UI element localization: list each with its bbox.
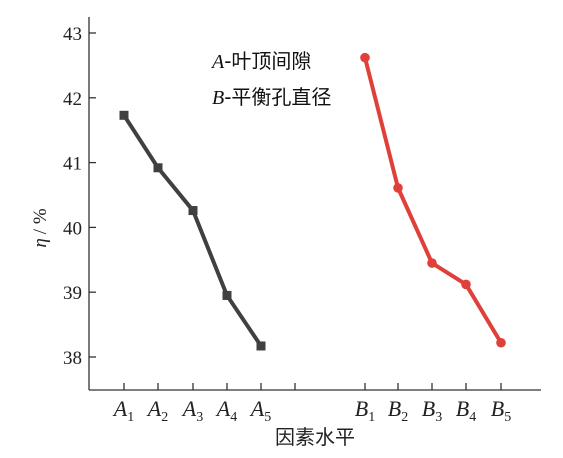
legend-item-b: B-平衡孔直径: [212, 85, 331, 109]
y-axis-symbol: η: [30, 238, 51, 247]
data-point-a: [256, 341, 266, 351]
legend: A-叶顶间隙 B-平衡孔直径: [210, 49, 331, 109]
y-ticks: 38 39 40 41 42 43: [63, 24, 96, 369]
x-tick-letter: B: [491, 396, 504, 421]
x-tick-label: B1: [355, 396, 375, 425]
x-tick-letter: A: [249, 396, 265, 421]
series-line-a: [122, 114, 263, 348]
x-tick-subscript: 2: [401, 410, 408, 425]
legend-label-b: -平衡孔直径: [224, 85, 331, 109]
data-point-b: [427, 258, 437, 268]
x-tick-letter: B: [388, 396, 401, 421]
x-tick-label: A3: [181, 396, 203, 425]
y-tick-label: 42: [63, 89, 82, 110]
x-tick-label: B3: [422, 396, 442, 425]
x-tick-subscript: 3: [435, 410, 442, 425]
x-tick-subscript: 5: [504, 410, 511, 425]
x-tick-subscript: 3: [196, 410, 203, 425]
x-tick-subscript: 1: [127, 410, 134, 425]
data-point-b: [393, 183, 403, 193]
legend-letter-b: B: [212, 87, 224, 109]
y-tick-label: 39: [63, 283, 82, 304]
legend-item-a: A-叶顶间隙: [210, 49, 311, 73]
y-axis-unit: / %: [30, 208, 51, 234]
y-tick-label: 41: [63, 154, 82, 175]
x-tick-label: A5: [249, 396, 271, 425]
x-tick-label: A4: [215, 396, 237, 425]
x-tick-label: B5: [491, 396, 511, 425]
x-tick-letter: B: [456, 396, 469, 421]
legend-label-a: -叶顶间隙: [224, 49, 311, 73]
data-point-b: [496, 337, 506, 348]
plot-area: [119, 52, 506, 351]
x-tick-label: B4: [456, 396, 476, 425]
data-point-b: [360, 52, 370, 63]
x-tick-subscript: 4: [230, 410, 237, 425]
data-point-a: [188, 206, 198, 216]
x-tick-letter: A: [215, 396, 231, 421]
y-tick-label: 38: [63, 348, 82, 369]
x-tick-letter: A: [181, 396, 197, 421]
x-tick-subscript: 4: [469, 410, 476, 425]
data-point-a: [153, 163, 163, 173]
series-line-b: [363, 57, 503, 344]
x-tick-subscript: 1: [368, 410, 375, 425]
y-axis-title: η / %: [30, 208, 51, 247]
x-tick-letter: B: [422, 396, 435, 421]
x-tick-subscript: 2: [161, 410, 168, 425]
x-tick-letter: A: [146, 396, 162, 421]
x-axis: A1 A2 A3 A4 A5 B1 B2 B3 B4 B5: [89, 383, 541, 425]
y-tick-label: 40: [63, 218, 82, 239]
x-tick-subscript: 5: [264, 410, 271, 425]
x-axis-title: 因素水平: [275, 425, 355, 449]
x-tick-letter: B: [355, 396, 368, 421]
legend-letter-a: A: [210, 51, 225, 73]
x-tick-letter: A: [112, 396, 128, 421]
x-tick-label: A1: [112, 396, 134, 425]
y-axis: 38 39 40 41 42 43: [63, 17, 96, 390]
data-point-a: [222, 290, 232, 300]
x-tick-label: B2: [388, 396, 408, 425]
data-point-a: [119, 110, 129, 120]
x-ticks: A1 A2 A3 A4 A5 B1 B2 B3 B4 B5: [112, 383, 511, 425]
y-tick-label: 43: [63, 24, 82, 45]
data-point-b: [461, 279, 471, 290]
x-tick-label: A2: [146, 396, 168, 425]
